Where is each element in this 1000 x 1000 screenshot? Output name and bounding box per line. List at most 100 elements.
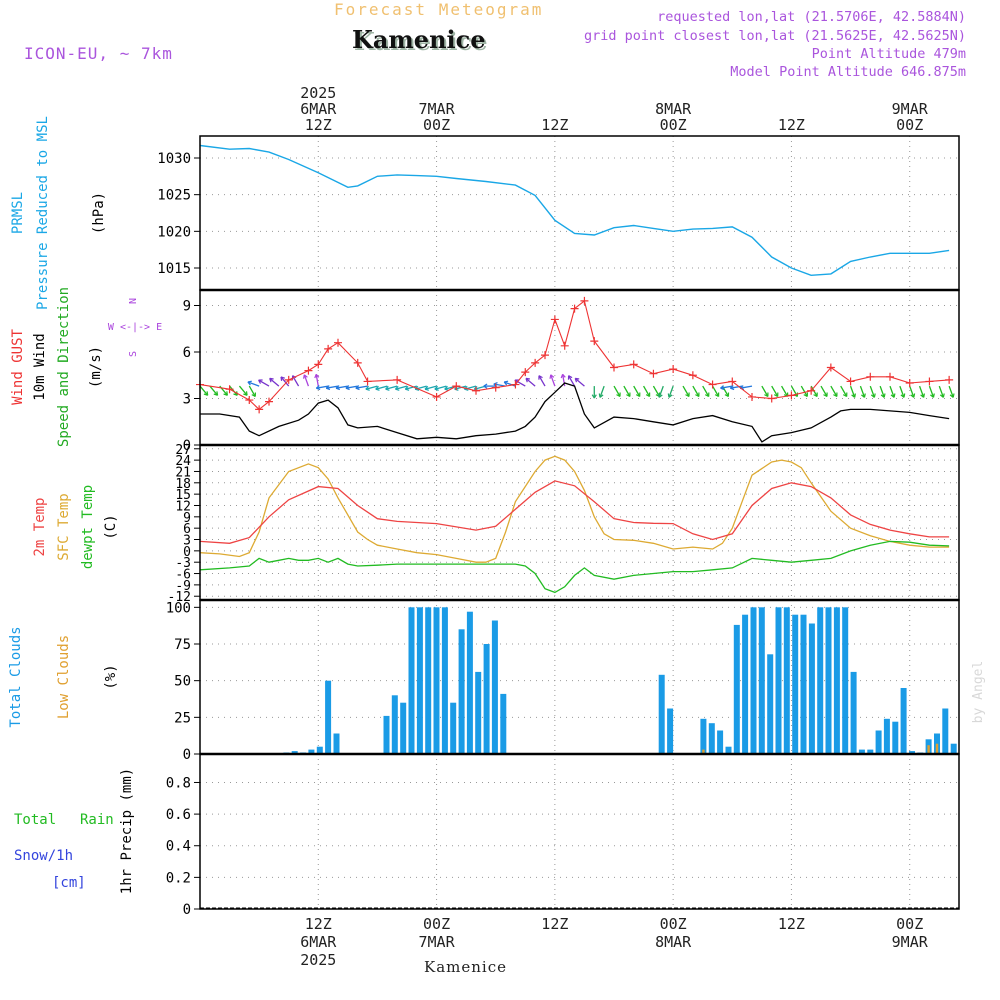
total-cloud-bar	[433, 607, 440, 754]
time-label-top: 7MAR	[419, 100, 456, 118]
total-cloud-bar	[742, 614, 749, 754]
total-cloud-bar	[800, 614, 807, 754]
wind-direction-arrow	[889, 385, 895, 398]
wind-direction-arrow	[258, 379, 270, 387]
direction-label: Speed and Direction	[56, 287, 72, 447]
gust-marker	[669, 365, 678, 374]
wind-direction-arrow	[199, 385, 209, 396]
temp-ytick-label: -12	[168, 590, 191, 605]
wind-direction-arrowhead	[503, 380, 509, 386]
compass-we: W <-|-> E	[108, 322, 162, 333]
wind-direction-arrow	[643, 385, 651, 397]
wind-direction-arrow	[948, 385, 954, 398]
pressure-unit: (hPa)	[91, 192, 107, 234]
total-cloud-bar	[308, 749, 315, 754]
gust-marker	[945, 375, 954, 384]
wind-direction-arrowhead	[223, 391, 228, 396]
temp-ytick-label: 15	[175, 488, 191, 503]
wind-direction-arrowhead	[773, 392, 779, 398]
wind-direction-arrowhead	[314, 373, 320, 379]
low-cloud-bar	[927, 745, 930, 754]
point-altitude: Point Altitude 479m	[811, 46, 966, 62]
wind-direction-arrowhead	[685, 392, 690, 398]
gust-marker	[452, 382, 461, 391]
credit-watermark: by Angel	[971, 661, 986, 724]
wind-direction-arrow	[869, 385, 876, 398]
wind-ytick-label: 3	[183, 392, 191, 408]
total-cloud-bar	[733, 624, 740, 754]
wind-direction-arrowhead	[598, 393, 604, 398]
wind-direction-arrowhead	[626, 392, 631, 398]
wind-direction-arrowhead	[280, 376, 285, 381]
wind-direction-arrowhead	[434, 385, 439, 391]
total-clouds-label: Total Clouds	[8, 626, 24, 727]
gust-marker	[925, 377, 934, 386]
wind-direction-arrow	[316, 385, 329, 389]
wind-direction-arrow	[613, 385, 621, 397]
wind-direction-arrow	[909, 385, 915, 398]
total-cloud-bar	[383, 715, 390, 754]
total-cloud-bar	[758, 607, 765, 754]
wind-direction-arrow	[720, 385, 733, 389]
wind-direction-arrowhead	[842, 392, 848, 398]
wind-direction-arrowhead	[813, 392, 818, 398]
wind-direction-arrowhead	[833, 392, 838, 398]
wind-direction-arrow	[740, 385, 753, 389]
wind-speed-line	[200, 382, 950, 443]
wind-direction-arrowhead	[375, 385, 380, 391]
total-cloud-bar	[475, 671, 482, 754]
gust-label: Wind GUST	[10, 329, 26, 405]
wind-direction-arrow	[849, 385, 856, 398]
total-cloud-bar	[750, 607, 757, 754]
total-cloud-bar	[767, 654, 774, 754]
wind-direction-arrow	[712, 385, 720, 397]
wind-direction-arrowhead	[714, 392, 720, 398]
low-cloud-bar	[935, 743, 939, 754]
wind-direction-arrowhead	[463, 385, 469, 391]
total-cloud-bar	[808, 623, 815, 754]
location-title: Kamenice	[352, 25, 486, 54]
wind-direction-arrow	[859, 385, 866, 398]
wind-direction-arrowhead	[303, 374, 308, 379]
wind-direction-arrow	[385, 385, 398, 390]
gust-marker	[511, 380, 520, 389]
wind-direction-arrowhead	[560, 373, 566, 379]
gust-marker	[541, 351, 549, 360]
gust-marker	[314, 360, 323, 369]
wind-direction-arrowhead	[574, 377, 580, 383]
wind-label: 10m Wind	[32, 333, 48, 400]
wind-direction-arrowhead	[939, 393, 945, 398]
wind-direction-arrowhead	[616, 392, 621, 398]
wind-direction-arrow	[658, 385, 664, 398]
temp-ytick-label: 21	[175, 465, 191, 480]
total-cloud-bar	[658, 674, 665, 754]
gust-marker	[245, 396, 254, 405]
total-cloud-bar	[717, 730, 724, 754]
wind-direction-arrowhead	[724, 392, 730, 398]
gust-marker	[284, 375, 293, 384]
total-cloud-bar	[792, 614, 799, 754]
wind-direction-arrowhead	[870, 393, 876, 398]
wind-direction-arrow	[682, 385, 690, 397]
wind-direction-arrow	[623, 385, 631, 397]
wind-direction-arrowhead	[538, 375, 543, 380]
wind-direction-arrowhead	[355, 385, 360, 391]
wind-direction-arrow	[568, 375, 576, 387]
wind-direction-arrow	[692, 385, 700, 397]
time-label-bottom: 8MAR	[655, 933, 692, 951]
wind-direction-arrowhead	[720, 385, 725, 391]
time-label-top: 2025	[300, 84, 336, 102]
pressure-label: Pressure Reduced to MSL	[35, 116, 51, 310]
time-label-top: 9MAR	[892, 100, 929, 118]
total-cloud-bar	[842, 607, 849, 754]
gust-marker	[255, 405, 264, 414]
wind-direction-arrow	[238, 385, 248, 396]
wind-direction-arrow	[209, 385, 219, 396]
time-label-top: 00Z	[660, 116, 687, 134]
wind-direction-arrowhead	[258, 379, 263, 384]
total-cloud-bar	[425, 607, 432, 754]
total-cloud-bar	[708, 723, 715, 754]
gust-marker	[324, 344, 333, 353]
wind-direction-arrowhead	[315, 385, 321, 391]
wind-direction-arrow	[525, 377, 536, 387]
